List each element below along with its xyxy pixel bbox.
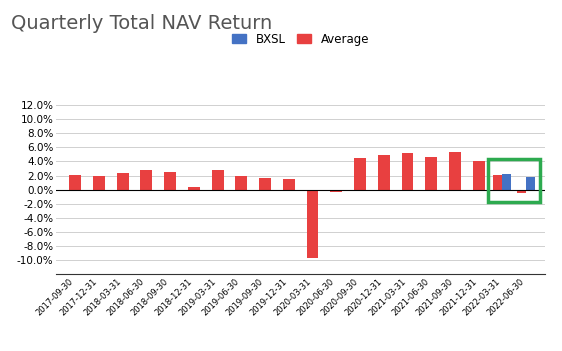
Bar xyxy=(283,179,294,190)
Bar xyxy=(526,177,535,190)
Bar xyxy=(140,170,152,190)
Bar xyxy=(307,190,319,258)
Bar xyxy=(259,178,271,190)
Bar xyxy=(188,187,200,190)
Legend: BXSL, Average: BXSL, Average xyxy=(227,28,374,50)
Bar xyxy=(517,190,526,193)
Text: Quarterly Total NAV Return: Quarterly Total NAV Return xyxy=(11,14,273,33)
Bar xyxy=(425,157,437,190)
Bar xyxy=(117,173,129,190)
Bar xyxy=(493,175,502,190)
Bar xyxy=(502,174,511,190)
Bar xyxy=(93,176,105,190)
Bar xyxy=(235,176,247,190)
Bar xyxy=(330,190,342,192)
Bar xyxy=(401,153,414,190)
Bar xyxy=(69,175,81,190)
Bar xyxy=(378,155,389,190)
Bar xyxy=(449,152,461,190)
Bar xyxy=(212,170,224,190)
Bar xyxy=(164,172,176,190)
Bar xyxy=(354,158,366,190)
Bar xyxy=(473,161,484,190)
